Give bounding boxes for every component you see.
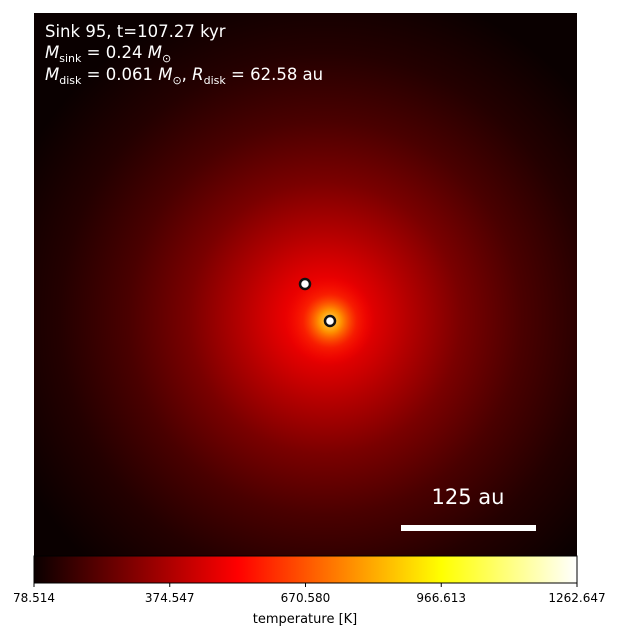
sink-secondary-marker — [298, 277, 312, 291]
annotation-block: Sink 95, t=107.27 kyr Msink = 0.24 M⊙ Md… — [45, 22, 323, 87]
scale-bar-label: 125 au — [432, 485, 505, 509]
colorbar-tick-label: 374.547 — [145, 591, 195, 605]
colorbar-tick-label: 670.580 — [281, 591, 331, 605]
scale-bar-line — [401, 525, 536, 531]
colorbar-ticks: 78.514 374.547 670.580 966.613 1262.647 — [13, 583, 606, 605]
colorbar-tick-label: 966.613 — [416, 591, 466, 605]
colorbar-tick-label: 78.514 — [13, 591, 55, 605]
colorbar-axis-label: temperature [K] — [253, 612, 358, 627]
colorbar-gradient — [33, 555, 578, 584]
sink-mass-label: Msink = 0.24 M⊙ — [45, 43, 171, 65]
sink-time-label: Sink 95, t=107.27 kyr — [45, 22, 226, 41]
colorbar-tick-label: 1262.647 — [548, 591, 605, 605]
sink-primary-marker — [323, 314, 337, 328]
disk-mass-radius-label: Mdisk = 0.061 M⊙, Rdisk = 62.58 au — [45, 65, 323, 87]
colorbar: 78.514 374.547 670.580 966.613 1262.647 temp… — [13, 555, 606, 627]
scale-bar: 125 au — [401, 485, 536, 531]
